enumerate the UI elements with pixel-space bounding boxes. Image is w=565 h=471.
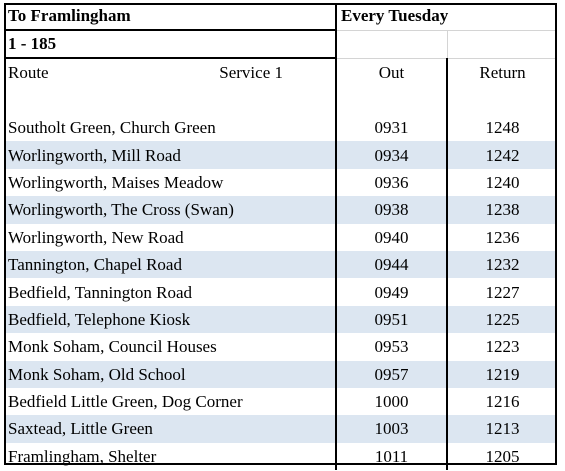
return-time: 1248	[485, 118, 520, 138]
table-row: Bedfield, Telephone Kiosk 0951 1225	[4, 305, 558, 334]
return-time: 1227	[485, 282, 520, 302]
empty-cell	[336, 86, 448, 114]
destination-title: To Framlingham	[4, 3, 337, 31]
title-row: To Framlingham Every Tuesday	[4, 3, 558, 31]
empty-cell	[4, 86, 337, 114]
table-row: Worlingworth, The Cross (Swan) 0938 1238	[4, 196, 558, 224]
out-time: 1011	[336, 442, 448, 471]
timetable: To Framlingham Every Tuesday 1 - 185 Rou…	[4, 3, 558, 471]
stop-name: Worlingworth, The Cross (Swan)	[4, 196, 337, 224]
stop-name: Worlingworth, New Road	[4, 223, 337, 251]
return-time: 1225	[447, 305, 558, 334]
stop-name: Bedfield, Telephone Kiosk	[4, 305, 337, 334]
out-time: 1000	[336, 387, 448, 416]
out-time: 0953	[336, 333, 448, 361]
empty-cell	[447, 30, 558, 59]
table-row: Monk Soham, Old School 0957 1219	[4, 360, 558, 388]
stop-name: Worlingworth, Mill Road	[4, 141, 337, 169]
out-time: 0951	[336, 305, 448, 334]
stop-name: Saxtead, Little Green	[4, 415, 337, 443]
column-header-row: Route Service 1 Out Return	[4, 58, 557, 86]
route-header-label: Route	[8, 63, 49, 82]
stop-name: Monk Soham, Old School	[4, 360, 337, 388]
table-row: Tannington, Chapel Road 0944 1232	[4, 250, 558, 279]
table-row: Monk Soham, Council Houses 0953 1223	[4, 333, 557, 361]
out-time: 0938	[336, 196, 448, 224]
empty-cell	[447, 86, 557, 114]
service-header-label: Service 1	[219, 63, 283, 82]
return-time: 1240	[485, 172, 520, 192]
route-number: 1 - 185	[4, 30, 337, 59]
stop-name: Southolt Green, Church Green	[4, 114, 337, 142]
stop-name: Framlingham, Shelter	[4, 442, 337, 471]
table-row: Bedfield, Tannington Road 0949 1227	[4, 278, 557, 306]
table-row: Southolt Green, Church Green 0931 1248	[4, 114, 557, 142]
table-row: Worlingworth, Mill Road 0934 1242	[4, 141, 558, 169]
frequency-label: Every Tuesday	[336, 3, 558, 31]
return-time: 1236	[485, 227, 520, 247]
return-time: 1213	[447, 415, 558, 443]
table-row: Framlingham, Shelter 1011 1205	[4, 442, 557, 471]
stop-name: Bedfield Little Green, Dog Corner	[4, 387, 337, 416]
return-time: 1219	[447, 360, 558, 388]
table-row: Worlingworth, New Road 0940 1236	[4, 223, 557, 251]
stop-name: Bedfield, Tannington Road	[4, 278, 337, 306]
return-time: 1223	[485, 337, 520, 357]
stop-name: Worlingworth, Maises Meadow	[4, 168, 337, 197]
timetable-rows: Southolt Green, Church Green 0931 1248 Worl…	[4, 114, 558, 471]
route-number-row: 1 - 185	[4, 30, 558, 59]
out-column-header: Out	[336, 58, 448, 86]
return-time: 1232	[447, 250, 558, 279]
return-time: 1238	[447, 196, 558, 224]
out-time: 0936	[336, 168, 448, 197]
empty-cell	[336, 30, 448, 59]
stop-name: Monk Soham, Council Houses	[4, 333, 337, 361]
out-time: 0931	[336, 114, 448, 142]
out-time: 0944	[336, 250, 448, 279]
out-time: 0940	[336, 223, 448, 251]
table-row: Bedfield Little Green, Dog Corner 1000 121…	[4, 387, 557, 416]
spacer-row	[4, 86, 557, 114]
table-row: Saxtead, Little Green 1003 1213	[4, 415, 558, 443]
timetable-sheet: To Framlingham Every Tuesday 1 - 185 Rou…	[4, 3, 558, 471]
return-time: 1205	[485, 446, 520, 466]
out-time: 0949	[336, 278, 448, 306]
table-row: Worlingworth, Maises Meadow 0936 1240	[4, 168, 557, 197]
return-column-header: Return	[479, 62, 526, 82]
stop-name: Tannington, Chapel Road	[4, 250, 337, 279]
return-time: 1216	[485, 392, 520, 412]
route-column-header: Route Service 1	[4, 58, 337, 86]
out-time: 0934	[336, 141, 448, 169]
out-time: 0957	[336, 360, 448, 388]
return-time: 1242	[447, 141, 558, 169]
out-time: 1003	[336, 415, 448, 443]
